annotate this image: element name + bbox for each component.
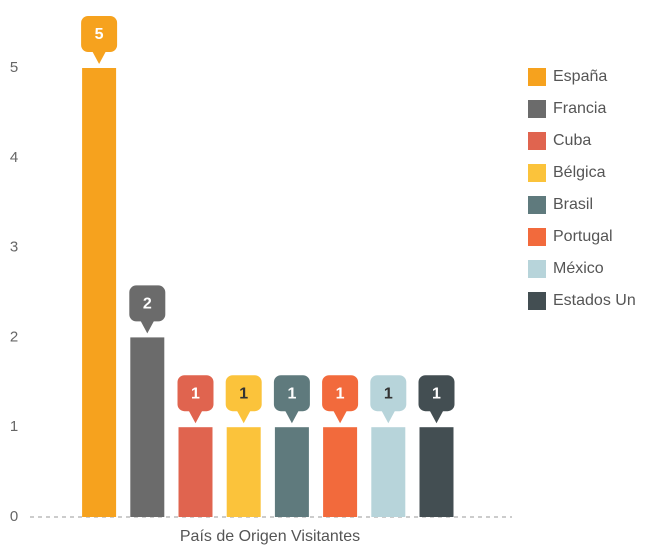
label-callout: [81, 16, 118, 52]
label-callout: [129, 285, 166, 322]
data-label: 1: [336, 385, 345, 402]
legend-label: Bélgica: [553, 164, 606, 181]
legend-label: Portugal: [553, 228, 613, 245]
callout-pointer: [381, 410, 396, 424]
label-callout: [370, 375, 407, 412]
callout-pointer: [92, 51, 107, 64]
callout-pointer: [236, 410, 251, 424]
label-callout: [177, 375, 214, 412]
bar: [82, 68, 117, 517]
data-label: 1: [384, 385, 393, 402]
legend-swatch: [528, 196, 546, 214]
label-callout: [322, 375, 359, 412]
callout-pointer: [284, 410, 299, 424]
legend-swatch: [528, 164, 546, 182]
legend-label: España: [553, 68, 607, 85]
callout-pointer: [188, 410, 203, 424]
legend-label: Cuba: [553, 132, 591, 149]
data-label: 1: [432, 385, 441, 402]
y-tick-label: 4: [10, 149, 18, 166]
bar: [371, 427, 406, 517]
data-label: 5: [95, 26, 104, 43]
bar: [130, 337, 165, 517]
bar: [419, 427, 454, 517]
label-callout: [225, 375, 262, 412]
y-tick-label: 0: [10, 508, 18, 525]
bar: [323, 427, 358, 517]
legend-swatch: [528, 100, 546, 118]
bar: [226, 427, 261, 517]
y-tick-label: 3: [10, 239, 18, 256]
data-label: 1: [191, 385, 200, 402]
callout-pointer: [429, 410, 444, 424]
bar: [178, 427, 213, 517]
label-callout: [273, 375, 310, 412]
legend-swatch: [528, 132, 546, 150]
legend-label: Estados Un: [553, 292, 636, 309]
label-callout: [418, 375, 455, 412]
legend-swatch: [528, 260, 546, 278]
callout-pointer: [333, 410, 348, 424]
y-tick-label: 2: [10, 328, 18, 345]
legend-swatch: [528, 68, 546, 86]
legend-swatch: [528, 228, 546, 246]
data-label: 2: [143, 296, 152, 313]
bar: [274, 427, 309, 517]
legend-label: México: [553, 260, 604, 277]
data-label: 1: [239, 385, 248, 402]
callout-pointer: [140, 320, 155, 334]
y-tick-label: 5: [10, 59, 18, 76]
data-label: 1: [287, 385, 296, 402]
x-axis-label: País de Origen Visitantes: [180, 528, 360, 545]
legend-swatch: [528, 292, 546, 310]
legend-label: Brasil: [553, 196, 593, 213]
y-tick-label: 1: [10, 418, 18, 435]
legend-label: Francia: [553, 100, 606, 117]
